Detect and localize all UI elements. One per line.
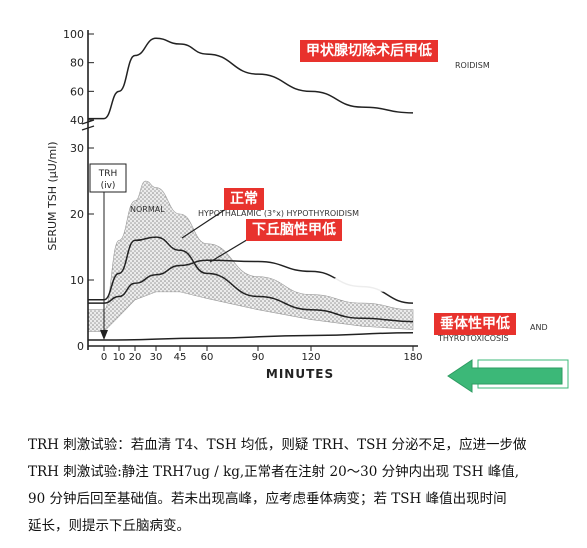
x-axis-label: MINUTES (266, 367, 334, 381)
caption: TRH 刺激试验：若血清 T4、TSH 均低，则疑 TRH、TSH 分泌不足，应… (28, 432, 574, 540)
normal-range-band (87, 180, 414, 332)
trh-label-iv: (iv) (101, 181, 116, 191)
caption-line: 90 分钟后回至基础值。若未出现高峰，应考虑垂体病变；若 TSH 峰值出现时间 (28, 491, 507, 507)
chart-background (22, 10, 578, 404)
y-tick-label: 10 (70, 274, 84, 287)
trh-box (89, 163, 127, 193)
y-tick-label: 20 (70, 208, 84, 221)
white-overlay-patch (300, 240, 520, 292)
y-tick-label: 40 (70, 114, 84, 127)
annotation-normal: 正常 (224, 188, 264, 210)
x-tick-label: 10 (113, 352, 126, 363)
series-line-primary-hypothyroidism (88, 37, 414, 120)
caption-line: 延长，则提示下丘脑病变。 (28, 518, 190, 534)
series-line-normal (87, 236, 414, 323)
x-tick-label: 90 (252, 352, 265, 363)
series-line-hypopituitarism (88, 332, 414, 341)
trh-stimulation-chart: 0 10 20 30 40 60 80 100 0 10 20 30 45 60 90 120 180 MINUT… (22, 10, 578, 404)
x-tick-label: 120 (301, 352, 320, 363)
trh-label: TRH (98, 169, 118, 179)
series-label-normal: NORMAL (130, 205, 165, 214)
green-arrow-icon (447, 359, 563, 393)
x-tick-label: 30 (150, 352, 163, 363)
series-label-thyrotoxicosis: THYROTOXICOSIS (437, 334, 509, 343)
series-line-hypothalamic (88, 259, 414, 304)
axis-break-mark (81, 119, 95, 125)
series-label-and: AND (530, 323, 548, 332)
y-tick-label: 80 (70, 57, 84, 70)
axis-break-mark (81, 125, 95, 131)
y-tick-label: 100 (63, 28, 84, 41)
x-tick-label: 180 (403, 352, 422, 363)
pointer-line-normal (181, 204, 233, 239)
y-tick-label: 30 (70, 142, 84, 155)
caption-line: TRH 刺激试验:静注 TRH7ug / kg,正常者在注射 20～30 分钟内… (28, 464, 520, 480)
x-tick-label: 60 (201, 352, 214, 363)
annotation-pituitary: 垂体性甲低 (434, 313, 516, 335)
trh-arrow-head (100, 330, 108, 340)
annotation-hypothalamic: 下丘脑性甲低 (246, 219, 342, 241)
y-tick-label: 60 (70, 85, 84, 98)
y-axis-label: SERUM TSH (μU/ml) (46, 141, 59, 250)
x-tick-label: 45 (174, 352, 187, 363)
white-overlay-flare (470, 226, 486, 242)
caption-line: TRH 刺激试验：若血清 T4、TSH 均低，则疑 TRH、TSH 分泌不足，应… (28, 437, 527, 453)
annotation-post-thyroidectomy: 甲状腺切除术后甲低 (300, 40, 438, 62)
series-label-primary: ROIDISM (455, 61, 490, 70)
x-tick-label: 20 (129, 352, 142, 363)
series-label-hypothalamic: HYPOTHALAMIC (3°x) HYPOTHYROIDISM (198, 209, 359, 218)
y-tick-label: 0 (77, 340, 84, 353)
x-tick-label: 0 (101, 352, 107, 363)
